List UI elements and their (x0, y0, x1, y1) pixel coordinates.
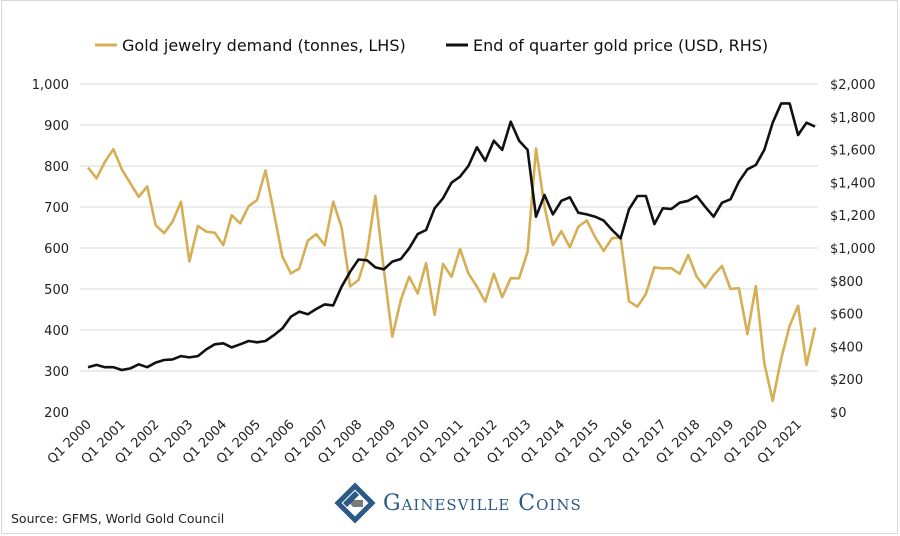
right-tick-label: $200 (830, 373, 863, 388)
series-line-gold-price (87, 102, 816, 372)
source-note: Source: GFMS, World Gold Council (11, 511, 225, 526)
left-tick-label: 400 (44, 324, 69, 339)
right-tick-label: $1,400 (830, 176, 876, 191)
right-tick-label: $1,600 (830, 144, 876, 159)
left-tick-label: 200 (44, 406, 69, 421)
right-tick-label: $800 (830, 275, 863, 290)
right-tick-label: $0 (830, 406, 847, 421)
right-tick-label: $1,800 (830, 111, 876, 126)
right-tick-label: $2,000 (830, 78, 876, 93)
left-tick-label: 1,000 (32, 78, 69, 93)
right-tick-label: $1,000 (830, 242, 876, 257)
legend-label: Gold jewelry demand (tonnes, LHS) (122, 36, 406, 55)
right-tick-label: $600 (830, 308, 863, 323)
left-tick-label: 800 (44, 160, 69, 175)
left-tick-label: 700 (44, 201, 69, 216)
right-tick-label: $400 (830, 340, 863, 355)
brand-name: Gainesville Coins (383, 491, 582, 516)
legend-label: End of quarter gold price (USD, RHS) (473, 36, 768, 55)
left-tick-label: 900 (44, 119, 69, 134)
right-tick-label: $1,200 (830, 209, 876, 224)
left-tick-label: 300 (44, 365, 69, 380)
left-tick-label: 500 (44, 283, 69, 298)
left-tick-label: 600 (44, 242, 69, 257)
series-line-jewelry-demand (86, 147, 817, 403)
